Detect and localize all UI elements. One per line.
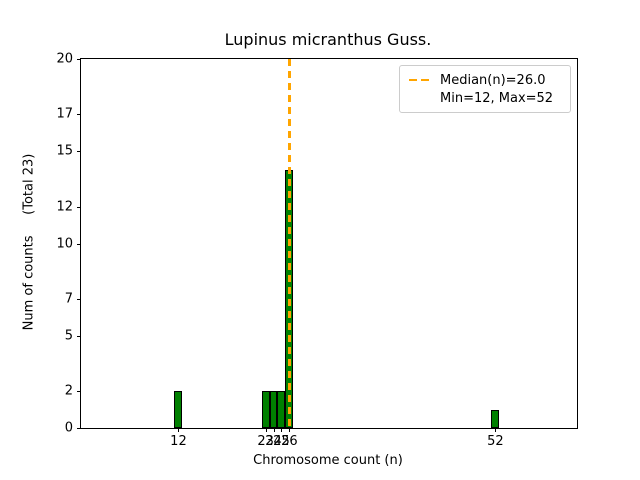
legend-label-minmax: Min=12, Max=52 <box>440 90 554 106</box>
y-tick-label: 7 <box>64 291 73 307</box>
legend-label-median: Median(n)=26.0 <box>440 72 546 88</box>
y-tick <box>77 391 81 393</box>
x-tick-label: 12 <box>170 434 187 449</box>
y-tick <box>77 59 81 60</box>
y-tick <box>77 206 81 208</box>
y-tick-label: 15 <box>56 143 73 159</box>
x-tick <box>281 428 283 432</box>
y-tick <box>77 428 81 429</box>
chart-title: Lupinus micranthus Guss. <box>224 30 432 49</box>
legend-entry-minmax: Min=12, Max=52 <box>409 89 562 107</box>
y-tick-label: 12 <box>56 199 73 215</box>
x-tick-label: 23 <box>257 434 274 449</box>
legend-entry-median: Median(n)=26.0 <box>409 71 562 89</box>
plot-area: 12 23 24 25 26 52 0 2 5 7 10 12 15 17 20 <box>56 52 578 449</box>
y-tick-label: 5 <box>64 328 73 344</box>
y-tick <box>77 151 81 153</box>
orange-dashed-line-icon <box>409 78 433 82</box>
bar <box>491 409 500 428</box>
bar <box>269 391 278 428</box>
x-tick-label: 24 <box>265 434 282 449</box>
x-tick <box>273 428 275 432</box>
x-tick <box>495 428 497 432</box>
bar <box>261 391 270 428</box>
x-tick <box>265 428 267 432</box>
x-tick <box>178 428 180 432</box>
y-tick-label: 10 <box>56 236 73 251</box>
y-tick-label: 2 <box>64 383 73 399</box>
bar <box>277 391 286 428</box>
y-tick-label: 0 <box>64 420 73 436</box>
y-tick <box>77 335 81 337</box>
x-tick-label: 52 <box>487 434 504 449</box>
y-tick <box>77 114 81 116</box>
y-tick <box>77 243 81 245</box>
y-axis-label: Num of counts (Total 23) <box>21 153 37 331</box>
x-tick-label: 26 <box>281 434 298 449</box>
legend: Median(n)=26.0 Min=12, Max=52 <box>399 65 571 113</box>
legend-sample-spacer <box>409 97 433 100</box>
median-line <box>288 59 291 428</box>
x-tick-label: 25 <box>273 434 290 449</box>
y-tick <box>77 298 81 300</box>
y-tick-label: 20 <box>56 51 73 67</box>
bar <box>174 391 183 428</box>
x-tick <box>289 428 291 432</box>
x-axis-label: Chromosome count (n) <box>253 453 403 468</box>
y-tick-label: 17 <box>56 106 73 122</box>
